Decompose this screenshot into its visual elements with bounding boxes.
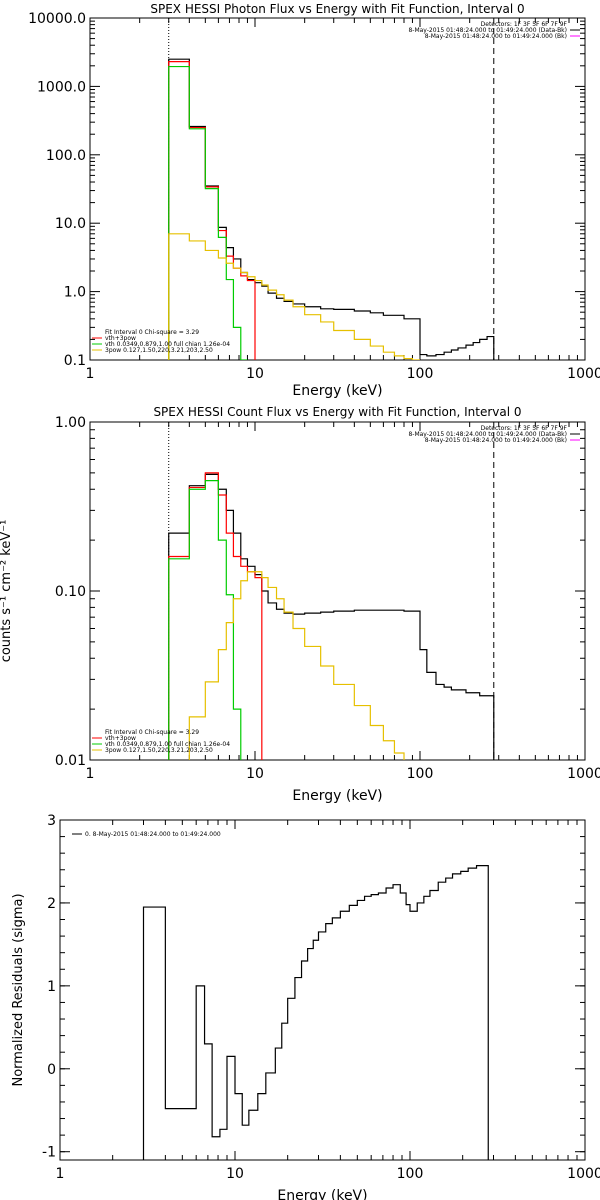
series-line-1 xyxy=(142,865,489,1160)
legend-label: 0. 8-May-2015 01:48:24.000 to 01:49:24.0… xyxy=(85,831,221,838)
legend-label: 8-May-2015 01:48:24.000 to 01:49:24.000 … xyxy=(408,27,567,34)
legend-label: 3pow 0.127,1.50,220,3.21,203,2.50 xyxy=(105,347,213,354)
y-tick-label: 1000.0 xyxy=(37,79,86,95)
y-tick-label: 2 xyxy=(47,896,56,912)
x-axis: 1 10 100 1000 xyxy=(56,820,600,1182)
plot-frame xyxy=(59,819,586,1161)
legend-label: vth 0.0349,0.879,1.00 full chian 1.26e-0… xyxy=(105,741,230,748)
x-tick-label: 10 xyxy=(226,1166,244,1182)
x-tick-label: 100 xyxy=(407,766,434,782)
legend-top-right: Detectors: 1F 3F 5F 6F 7F 9F8-May-2015 0… xyxy=(408,425,580,444)
x-axis-label: Energy (keV) xyxy=(292,383,382,399)
y-axis: -1 0 1 2 3 xyxy=(42,813,585,1161)
y-axis: 0.1 1.0 10.0 100.0 1000.0 10000.0 xyxy=(28,11,585,369)
chart-title: SPEX HESSI Photon Flux vs Energy with Fi… xyxy=(150,2,524,16)
x-tick-label: 1 xyxy=(86,366,95,382)
x-tick-label: 1000 xyxy=(567,1166,600,1182)
series-line-4 xyxy=(168,571,421,760)
y-tick-label: 100.0 xyxy=(46,148,86,164)
x-tick-label: 1000 xyxy=(567,766,600,782)
legend-bottom-left: Fit Interval 0 Chi-square = 3.29vth+3pow… xyxy=(92,729,230,754)
legend-label: Fit Interval 0 Chi-square = 3.29 xyxy=(105,329,199,336)
y-axis-label: counts s⁻¹ cm⁻² keV⁻¹ xyxy=(0,520,14,663)
y-tick-label: 0 xyxy=(47,1062,56,1078)
legend-label: Fit Interval 0 Chi-square = 3.29 xyxy=(105,729,199,736)
y-tick-label: -1 xyxy=(42,1145,56,1161)
legend-label: vth+3pow xyxy=(105,735,136,742)
legend-label: 8-May-2015 01:48:24.000 to 01:49:24.000 … xyxy=(425,437,567,444)
y-tick-label: 3 xyxy=(47,813,56,829)
legend-label: 3pow 0.127,1.50,220,3.21,203,2.50 xyxy=(105,747,213,754)
x-tick-label: 10 xyxy=(246,366,264,382)
legend-label: 8-May-2015 01:48:24.000 to 01:49:24.000 … xyxy=(408,431,567,438)
legend-bottom-left: Fit Interval 0 Chi-square = 3.29vth+3pow… xyxy=(92,329,230,354)
plot-frame xyxy=(89,17,586,361)
legend-top-right: Detectors: 1F 3F 5F 6F 7F 9F8-May-2015 0… xyxy=(408,21,580,40)
y-tick-label: 1 xyxy=(47,979,56,995)
series-line-4 xyxy=(168,233,420,360)
y-axis: 0.01 0.10 1.00 xyxy=(55,415,585,769)
x-axis: 1 10 100 1000 xyxy=(86,422,600,782)
x-tick-label: 100 xyxy=(407,366,434,382)
legend-top-left: 0. 8-May-2015 01:48:24.000 to 01:49:24.0… xyxy=(72,831,221,838)
series-line-3 xyxy=(168,480,249,760)
series-group xyxy=(168,472,495,760)
y-tick-label: 0.10 xyxy=(55,584,86,600)
legend-label: vth 0.0349,0.879,1.00 full chian 1.26e-0… xyxy=(105,341,230,348)
chart-panel-3: 1 10 100 1000 Energy (keV) -1 0 1 2 3 Normalized R… xyxy=(11,813,600,1200)
y-tick-label: 0.1 xyxy=(64,353,86,369)
legend-label: Detectors: 1F 3F 5F 6F 7F 9F xyxy=(481,425,568,432)
series-line-1 xyxy=(168,58,495,360)
series-line-1 xyxy=(168,473,495,760)
y-tick-label: 1.0 xyxy=(64,285,86,301)
chart-panel-1: SPEX HESSI Photon Flux vs Energy with Fi… xyxy=(28,2,600,399)
x-tick-label: 10 xyxy=(246,766,264,782)
x-tick-label: 1 xyxy=(86,766,95,782)
series-group xyxy=(168,58,495,360)
y-tick-label: 10.0 xyxy=(55,216,86,232)
x-axis-label: Energy (keV) xyxy=(292,788,382,804)
x-tick-label: 100 xyxy=(397,1166,424,1182)
series-line-3 xyxy=(168,65,248,360)
chart-panel-2: SPEX HESSI Count Flux vs Energy with Fit… xyxy=(0,405,600,804)
legend-label: 8-May-2015 01:48:24.000 to 01:49:24.000 … xyxy=(425,33,567,40)
legend-label: vth+3pow xyxy=(105,335,136,342)
legend-label: Detectors: 1F 3F 5F 6F 7F 9F xyxy=(481,21,568,28)
y-tick-label: 0.01 xyxy=(55,753,86,769)
y-tick-label: 1.00 xyxy=(55,415,86,431)
x-tick-label: 1 xyxy=(56,1166,65,1182)
y-tick-label: 10000.0 xyxy=(28,11,86,27)
x-tick-label: 1000 xyxy=(567,366,600,382)
x-axis-label: Energy (keV) xyxy=(277,1188,367,1200)
y-axis-label: Normalized Residuals (sigma) xyxy=(11,893,26,1086)
x-axis: 1 10 100 1000 xyxy=(86,18,600,382)
chart-title: SPEX HESSI Count Flux vs Energy with Fit… xyxy=(153,405,521,419)
series-group xyxy=(142,865,489,1160)
